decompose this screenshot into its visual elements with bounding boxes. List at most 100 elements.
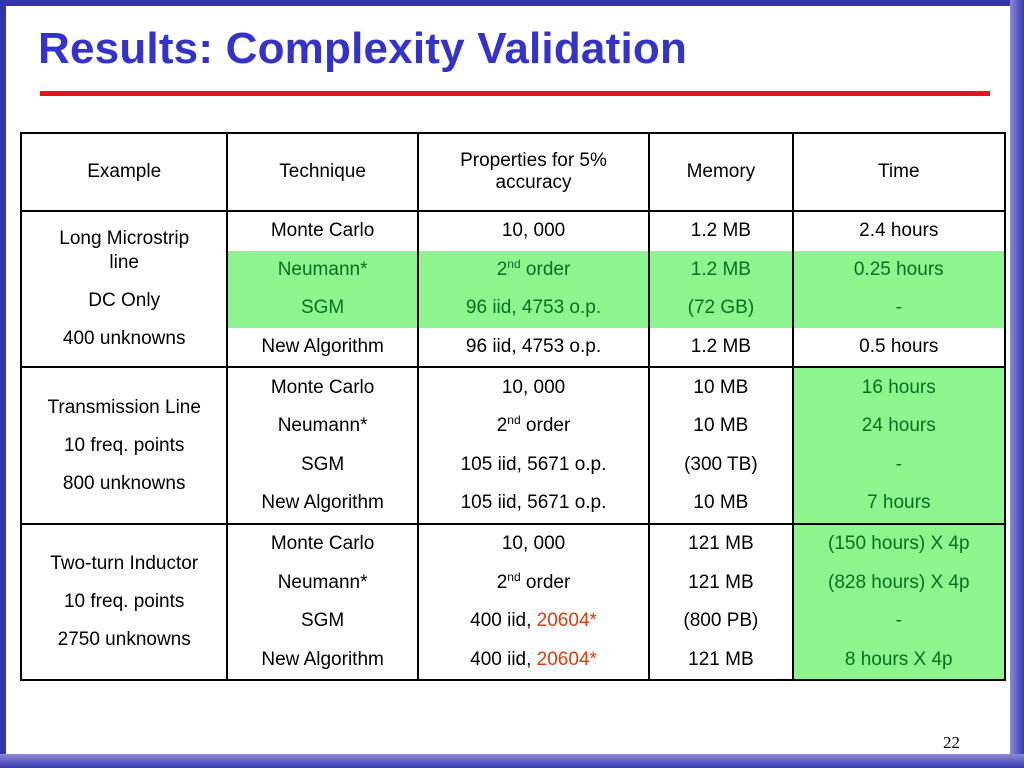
slide-frame-left bbox=[0, 0, 6, 768]
time-cell: 0.25 hours bbox=[792, 250, 1007, 290]
header-properties-text: Properties for 5% accuracy bbox=[460, 150, 607, 193]
properties-cell: 96 iid, 4753 o.p. bbox=[417, 327, 651, 369]
table-row: Long Microstrip line DC Only 400 unknown… bbox=[19, 211, 1007, 369]
properties-prefix: 400 iid, bbox=[470, 648, 537, 670]
example-cell-transmission-line: Transmission Line 10 freq. points 800 un… bbox=[19, 367, 229, 525]
results-table: Example Technique Properties for 5% accu… bbox=[19, 132, 1007, 682]
technique-cell: Neumann* bbox=[227, 250, 419, 290]
technique-cell: Neumann* bbox=[227, 563, 419, 602]
example-line: DC Only bbox=[88, 290, 161, 312]
memory-cell: 121 MB bbox=[649, 563, 794, 602]
table-header-row: Example Technique Properties for 5% accu… bbox=[19, 132, 1007, 212]
memory-cell: 121 MB bbox=[649, 640, 794, 682]
memory-cell: 10 MB bbox=[649, 367, 794, 407]
technique-cell: New Algorithm bbox=[227, 484, 419, 525]
time-cell: 24 hours bbox=[792, 406, 1007, 446]
properties-cell: 105 iid, 5671 o.p. bbox=[417, 445, 651, 485]
technique-cell: Monte Carlo bbox=[227, 523, 419, 564]
time-cell: 7 hours bbox=[792, 484, 1007, 525]
properties-cell: 400 iid, 20604* bbox=[417, 601, 651, 641]
properties-base: 2 bbox=[496, 415, 508, 437]
time-cell: - bbox=[792, 289, 1007, 328]
memory-cell: (300 TB) bbox=[649, 445, 794, 485]
table-row: Neumann* 2nd order 121 MB (828 hours) X … bbox=[21, 563, 1007, 602]
memory-cell: 1.2 MB bbox=[649, 250, 794, 290]
properties-cell: 10, 000 bbox=[417, 367, 651, 407]
memory-cell: 121 MB bbox=[649, 523, 794, 564]
header-technique: Technique bbox=[227, 132, 419, 212]
time-cell: 2.4 hours bbox=[792, 211, 1007, 251]
table-row: Two-turn Inductor 10 freq. points 2750 u… bbox=[19, 523, 1007, 682]
time-cell: (150 hours) X 4p bbox=[792, 523, 1007, 564]
time-cell: - bbox=[792, 601, 1007, 641]
technique-cell: Monte Carlo bbox=[227, 211, 419, 251]
memory-cell: (72 GB) bbox=[649, 289, 794, 328]
properties-prefix: 400 iid, bbox=[470, 610, 537, 632]
properties-cell: 10, 000 bbox=[417, 523, 651, 564]
properties-base: 2 bbox=[496, 571, 508, 593]
properties-cell: 10, 000 bbox=[417, 211, 651, 251]
technique-cell: New Algorithm bbox=[227, 327, 419, 369]
example-line: 400 unknowns bbox=[62, 328, 186, 350]
memory-cell: 10 MB bbox=[649, 406, 794, 446]
table-row: SGM 400 iid, 20604* (800 PB) - bbox=[21, 601, 1007, 641]
example-line: Transmission Line bbox=[47, 396, 201, 418]
technique-cell: SGM bbox=[227, 601, 419, 641]
properties-sup: nd bbox=[507, 569, 521, 584]
table-row: New Algorithm 400 iid, 20604* 121 MB 8 h… bbox=[21, 640, 1007, 682]
slide-frame-bottom bbox=[0, 754, 1024, 768]
time-cell: 8 hours X 4p bbox=[792, 640, 1007, 682]
example-cell-inductor: Two-turn Inductor 10 freq. points 2750 u… bbox=[19, 523, 229, 682]
properties-cell: 2nd order bbox=[417, 563, 651, 602]
memory-cell: 1.2 MB bbox=[649, 211, 794, 251]
memory-cell: 10 MB bbox=[649, 484, 794, 525]
technique-cell: SGM bbox=[227, 445, 419, 485]
time-cell: (828 hours) X 4p bbox=[792, 563, 1007, 602]
properties-rest: order bbox=[520, 258, 571, 280]
properties-cell: 2nd order bbox=[417, 250, 651, 290]
slide-frame-right bbox=[1010, 0, 1024, 768]
properties-cell: 2nd order bbox=[417, 406, 651, 446]
table-row: New Algorithm 96 iid, 4753 o.p. 1.2 MB 0… bbox=[21, 327, 1007, 369]
example-line: Two-turn Inductor bbox=[50, 552, 199, 574]
header-time: Time bbox=[792, 132, 1007, 212]
properties-cell: 105 iid, 5671 o.p. bbox=[417, 484, 651, 525]
properties-cell: 400 iid, 20604* bbox=[417, 640, 651, 682]
example-line: 2750 unknowns bbox=[57, 628, 191, 650]
properties-sup: nd bbox=[507, 413, 521, 428]
properties-sup: nd bbox=[507, 256, 521, 271]
properties-highlight: 20604* bbox=[536, 610, 597, 632]
technique-cell: Monte Carlo bbox=[227, 367, 419, 407]
table-row: SGM 96 iid, 4753 o.p. (72 GB) - bbox=[21, 289, 1007, 328]
memory-cell: (800 PB) bbox=[649, 601, 794, 641]
example-line: 10 freq. points bbox=[63, 590, 185, 612]
properties-rest: order bbox=[520, 415, 571, 437]
time-cell: - bbox=[792, 445, 1007, 485]
example-cell-microstrip: Long Microstrip line DC Only 400 unknown… bbox=[19, 211, 229, 369]
header-properties: Properties for 5% accuracy bbox=[417, 132, 651, 212]
memory-cell: 1.2 MB bbox=[649, 327, 794, 369]
header-memory: Memory bbox=[649, 132, 794, 212]
properties-rest: order bbox=[520, 571, 571, 593]
example-line: 800 unknowns bbox=[62, 472, 186, 494]
technique-cell: New Algorithm bbox=[227, 640, 419, 682]
slide-title: Results: Complexity Validation bbox=[38, 24, 688, 73]
example-line: 10 freq. points bbox=[63, 434, 185, 456]
time-cell: 16 hours bbox=[792, 367, 1007, 407]
time-cell: 0.5 hours bbox=[792, 327, 1007, 369]
table-row: Neumann* 2nd order 10 MB 24 hours bbox=[21, 406, 1007, 446]
table-row: Neumann* 2nd order 1.2 MB 0.25 hours bbox=[21, 250, 1007, 290]
header-example: Example bbox=[19, 132, 229, 212]
table-row: SGM 105 iid, 5671 o.p. (300 TB) - bbox=[21, 445, 1007, 485]
properties-cell: 96 iid, 4753 o.p. bbox=[417, 289, 651, 328]
example-line: Long Microstrip line bbox=[59, 228, 190, 274]
technique-cell: Neumann* bbox=[227, 406, 419, 446]
slide-frame-top bbox=[0, 0, 1024, 6]
page-number: 22 bbox=[943, 733, 960, 752]
properties-highlight: 20604* bbox=[536, 648, 597, 670]
title-underline bbox=[40, 91, 990, 96]
technique-cell: SGM bbox=[227, 289, 419, 328]
properties-base: 2 bbox=[496, 258, 508, 280]
table-row: Transmission Line 10 freq. points 800 un… bbox=[19, 367, 1007, 525]
table-row: New Algorithm 105 iid, 5671 o.p. 10 MB 7… bbox=[21, 484, 1007, 525]
